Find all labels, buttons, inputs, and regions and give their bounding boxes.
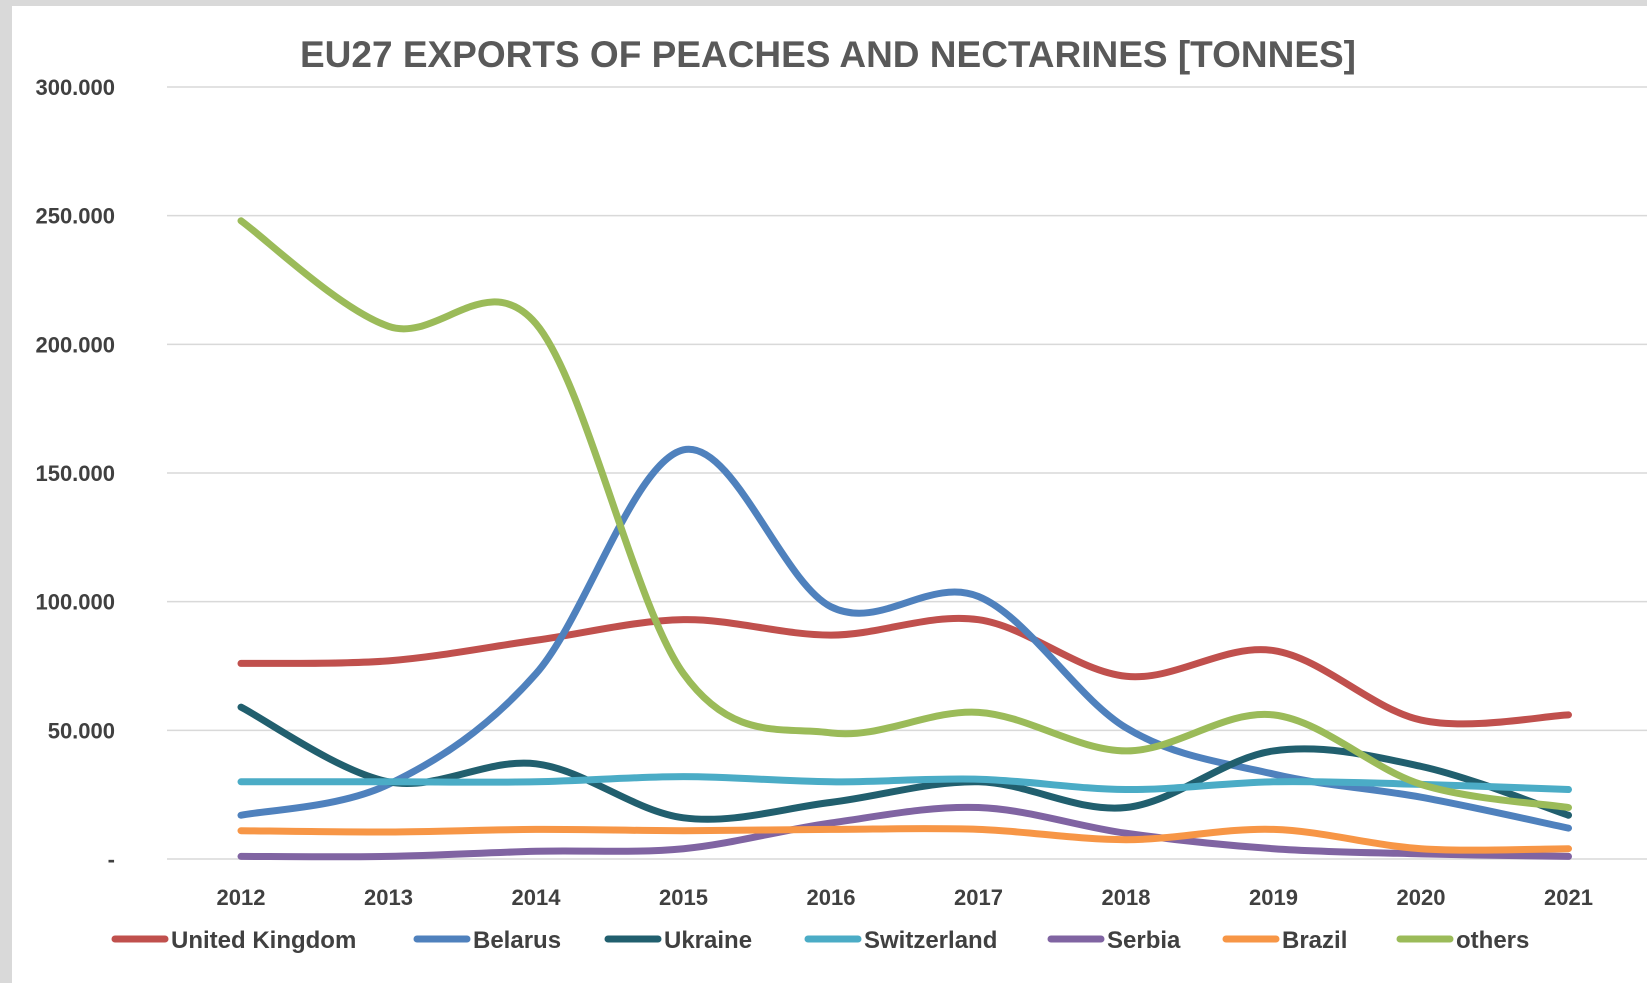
y-tick-label: 100.000: [35, 590, 115, 615]
legend-item-others: others: [1396, 927, 1529, 954]
x-tick-label: 2012: [217, 885, 266, 910]
x-tick-label: 2015: [659, 885, 708, 910]
legend-label: United Kingdom: [171, 927, 356, 954]
legend-item-brazil: Brazil: [1222, 927, 1347, 954]
legend-label: Ukraine: [664, 927, 752, 954]
x-tick-label: 2016: [807, 885, 856, 910]
y-axis: - 50.000 100.000 150.000 200.000 250.000 300.0…: [35, 75, 115, 872]
y-tick-label: 50.000: [48, 718, 115, 743]
x-tick-label: 2013: [364, 885, 413, 910]
x-tick-label: 2021: [1544, 885, 1593, 910]
y-tick-label: 300.000: [35, 75, 115, 100]
y-tick-label: 200.000: [35, 332, 115, 357]
series-line-switzerland: [237, 773, 1572, 794]
x-tick-label: 2014: [512, 885, 562, 910]
legend-item-switzerland: Switzerland: [804, 927, 997, 954]
x-tick-label: 2019: [1249, 885, 1298, 910]
y-tick-label: 250.000: [35, 204, 115, 229]
legend-label: Brazil: [1282, 927, 1347, 954]
legend-label: Belarus: [473, 927, 561, 954]
y-tick-label: 150.000: [35, 461, 115, 486]
series-line-brazil: [237, 825, 1572, 854]
series-line-belarus: [237, 445, 1572, 832]
legend-label: Serbia: [1107, 927, 1181, 954]
line-chart: EU27 EXPORTS OF PEACHES AND NECTARINES […: [35, 34, 1647, 954]
series-line-others: [237, 217, 1572, 812]
series-line-serbia: [237, 803, 1572, 861]
x-tick-label: 2018: [1102, 885, 1151, 910]
series-line-ukraine: [237, 703, 1572, 823]
series-line-united-kingdom: [237, 614, 1572, 728]
x-tick-label: 2020: [1397, 885, 1446, 910]
chart-panel: EU27 EXPORTS OF PEACHES AND NECTARINES […: [12, 6, 1647, 983]
legend-item-united-kingdom: United Kingdom: [111, 927, 356, 954]
legend-label: others: [1456, 927, 1529, 954]
x-axis: 2012 2013 2014 2015 2016 2017 2018 2019 2020 2021: [217, 885, 1593, 910]
series-lines: [237, 217, 1572, 861]
legend-item-serbia: Serbia: [1047, 927, 1181, 954]
chart-title: EU27 EXPORTS OF PEACHES AND NECTARINES […: [300, 34, 1356, 75]
x-tick-label: 2017: [954, 885, 1003, 910]
legend-item-belarus: Belarus: [413, 927, 561, 954]
legend-label: Switzerland: [864, 927, 997, 954]
legend-item-ukraine: Ukraine: [604, 927, 752, 954]
legend: United Kingdom Belarus Ukraine Switzerland S…: [111, 927, 1529, 954]
y-tick-label: -: [108, 847, 115, 872]
gridlines: [167, 86, 1647, 860]
